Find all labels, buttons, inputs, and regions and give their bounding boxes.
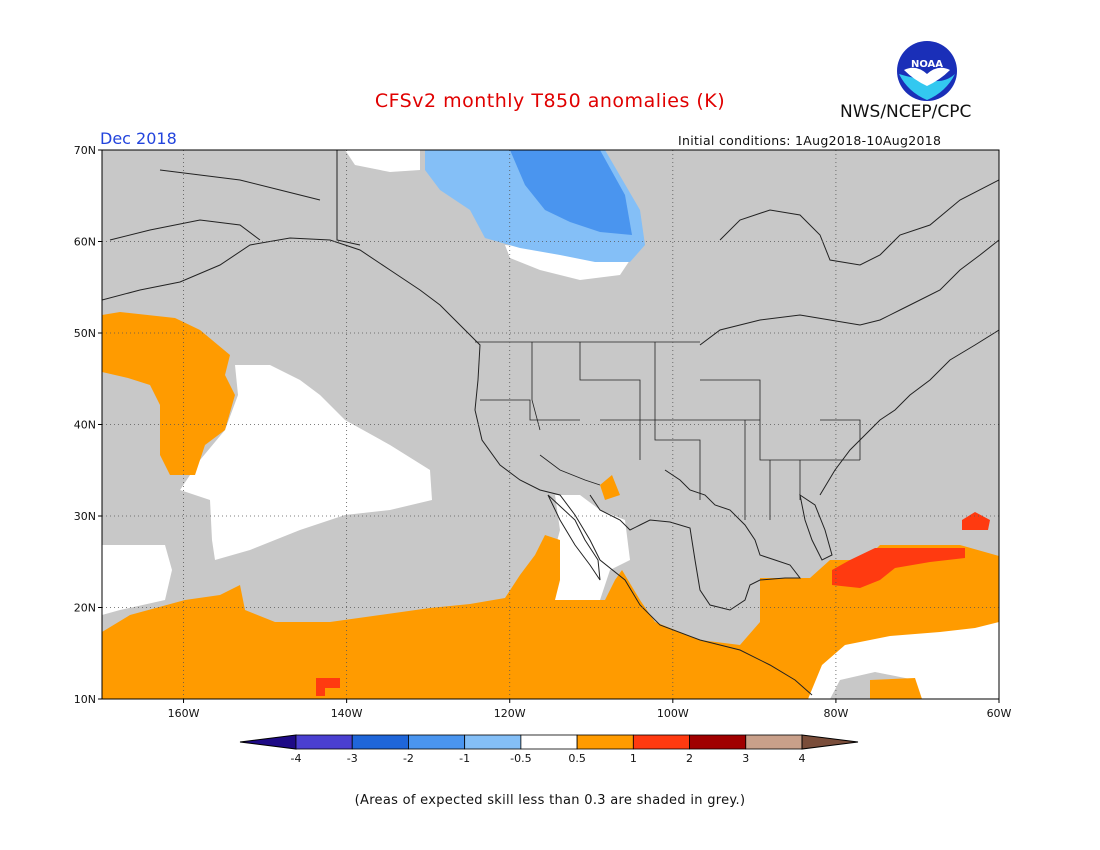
warm-anomaly-northeast-pacific [102, 312, 235, 475]
warm-anomaly-mexico-interior [600, 475, 620, 500]
legend-label: 0.5 [568, 752, 586, 765]
legend-label: 2 [686, 752, 693, 765]
footnote: (Areas of expected skill less than 0.3 a… [354, 793, 746, 808]
alaska-border [336, 150, 361, 246]
chart-title: CFSv2 monthly T850 anomalies (K) [374, 90, 726, 112]
color-legend: -4 -3 -2 -1 -0.5 0.5 1 2 3 4 [239, 734, 859, 765]
lat-tick-label: 40N [74, 419, 96, 432]
lat-tick-label: 60N [74, 236, 96, 249]
legend-arrow-low [239, 734, 297, 750]
legend-label: -0.5 [510, 752, 531, 765]
legend-swatch [632, 734, 690, 750]
lon-axis: 160W 140W 120W 100W 80W 60W [168, 699, 1012, 720]
legend-label: -2 [403, 752, 414, 765]
neutral-region-yukon [505, 245, 630, 280]
legend-swatch [520, 734, 578, 750]
lat-axis: 70N 60N 50N 40N 30N 20N 10N [74, 144, 102, 706]
neutral-region-pacific [180, 365, 432, 560]
legend-label: 1 [630, 752, 637, 765]
legend-swatch [295, 734, 353, 750]
logo-text: NOAA [911, 59, 943, 70]
state-borders [475, 341, 861, 520]
neutral-region-north [345, 150, 420, 172]
warm-anomaly-tropical-pacific [102, 535, 999, 699]
legend-label: -1 [459, 752, 470, 765]
legend-label: 4 [799, 752, 806, 765]
lat-tick-label: 50N [74, 327, 96, 340]
lon-tick-label: 100W [657, 707, 689, 720]
legend-swatch [408, 734, 466, 750]
legend-swatch [689, 734, 747, 750]
neutral-region-baja [552, 495, 630, 600]
warm-anomaly-strong-pacific [316, 678, 340, 696]
legend-label: -3 [347, 752, 358, 765]
cold-anomaly-mid [510, 150, 632, 235]
warm-anomaly-caribbean-patch [870, 678, 922, 699]
noaa-logo: NOAA [897, 41, 957, 101]
lon-tick-label: 160W [168, 707, 200, 720]
warm-anomaly-strong-atlantic [962, 512, 990, 530]
lon-tick-label: 60W [987, 707, 1012, 720]
legend-swatch [745, 734, 803, 750]
warm-anomaly-strong-caribbean [832, 548, 965, 588]
legend-swatch [351, 734, 409, 750]
legend-swatch [464, 734, 522, 750]
graticule [102, 150, 999, 699]
valid-month-label: Dec 2018 [100, 129, 177, 148]
coastlines [102, 169, 999, 696]
lon-tick-label: 140W [331, 707, 363, 720]
legend-arrow-high [801, 734, 859, 750]
lon-tick-label: 80W [823, 707, 848, 720]
legend-label: 3 [742, 752, 749, 765]
lat-tick-label: 30N [74, 510, 96, 523]
lat-tick-label: 70N [74, 144, 96, 157]
neutral-region-central-pacific [102, 545, 172, 615]
legend-label: -4 [291, 752, 302, 765]
agency-label: NWS/NCEP/CPC [840, 102, 972, 122]
lat-tick-label: 20N [74, 602, 96, 615]
lon-tick-label: 120W [494, 707, 526, 720]
initial-conditions-label: Initial conditions: 1Aug2018-10Aug2018 [678, 133, 942, 148]
lat-tick-label: 10N [74, 693, 96, 706]
legend-swatch [576, 734, 634, 750]
